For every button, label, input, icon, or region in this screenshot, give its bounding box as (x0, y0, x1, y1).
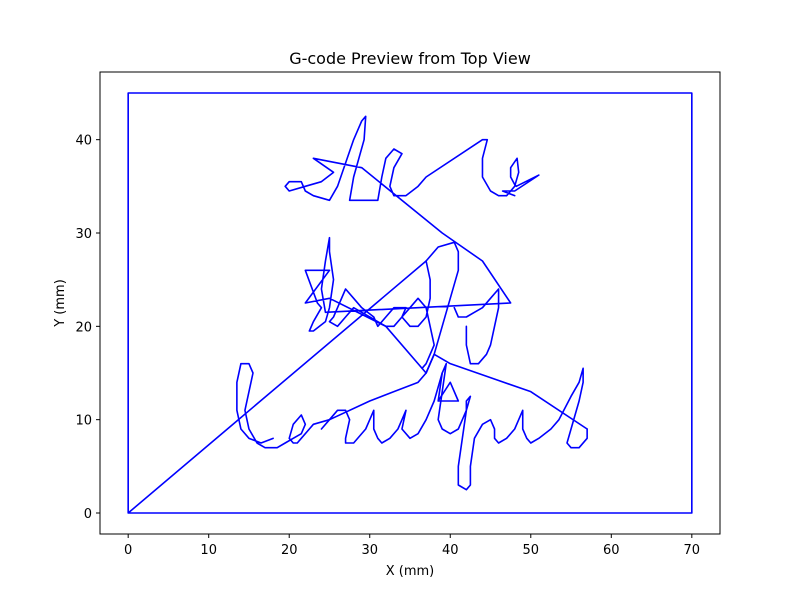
x-axis-label: X (mm) (386, 564, 435, 579)
chart-title: G-code Preview from Top View (289, 49, 531, 68)
y-tick-label: 10 (75, 414, 92, 429)
toolpath-segment-5 (453, 288, 500, 365)
x-tick-label: 40 (442, 543, 459, 558)
x-tick-label: 0 (124, 543, 132, 558)
y-axis-label: Y (mm) (53, 279, 68, 328)
x-tick-label: 70 (684, 543, 701, 558)
toolpath-segment-2 (236, 353, 588, 449)
y-tick-label: 20 (75, 320, 92, 335)
x-axis: 0 10 20 30 40 50 60 70 (124, 534, 700, 558)
x-tick-label: 30 (361, 543, 378, 558)
series-layer (127, 92, 693, 514)
y-axis: 0 10 20 30 40 (75, 134, 100, 522)
toolpath-segment-3 (320, 362, 588, 491)
toolpath-segment-4 (328, 260, 435, 370)
plot-frame (99, 71, 721, 535)
y-tick-label: 0 (84, 507, 92, 522)
x-tick-label: 20 (281, 543, 298, 558)
y-tick-label: 30 (75, 227, 92, 242)
x-tick-label: 50 (523, 543, 540, 558)
y-tick-label: 40 (75, 134, 92, 149)
toolpath-segment-6 (437, 372, 460, 402)
x-tick-label: 10 (200, 543, 217, 558)
x-tick-label: 60 (603, 543, 620, 558)
